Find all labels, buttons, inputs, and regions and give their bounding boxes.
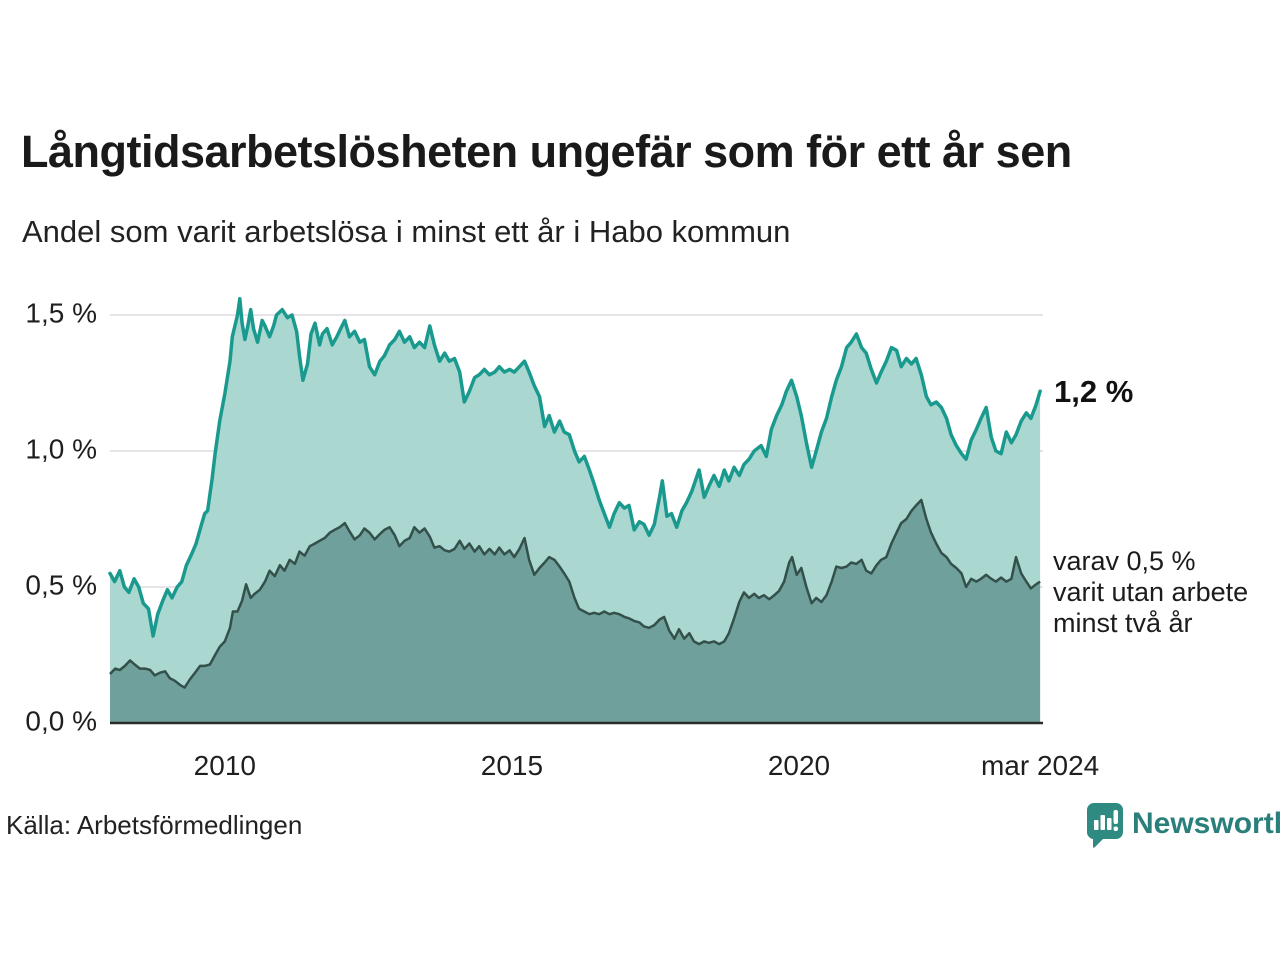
newsworthy-wordmark: Newsworthy: [1132, 807, 1280, 840]
latest-value-annotation: 1,2 %: [1054, 374, 1134, 409]
series2-annotation-line3: minst två år: [1053, 608, 1193, 638]
series2-annotation-line2: varit utan arbete: [1053, 577, 1249, 607]
x-axis-tick-2010: 2010: [193, 750, 256, 781]
y-axis-tick-15: 1,5 %: [25, 297, 97, 329]
newsworthy-logo-icon: [1086, 802, 1124, 853]
newsworthy-brand: Newsworthy: [1086, 802, 1280, 853]
x-axis-tick-2020: 2020: [767, 750, 831, 781]
series2-annotation-line1: varav 0,5 %: [1053, 546, 1196, 576]
x-axis-tick-2015: 2015: [480, 750, 544, 781]
x-axis-tick-mar-2024: mar 2024: [980, 750, 1100, 781]
chart-subtitle: Andel som varit arbetslösa i minst ett å…: [22, 214, 791, 249]
source-note: Källa: Arbetsförmedlingen: [6, 810, 303, 840]
y-axis-tick-10: 1,0 %: [25, 433, 97, 465]
y-axis-tick-00: 0,0 %: [25, 705, 97, 737]
y-axis-tick-05: 0,5 %: [25, 569, 97, 601]
page-title: Långtidsarbetslösheten ungefär som för e…: [21, 126, 1072, 177]
series2-annotation: varav 0,5 % varit utan arbete minst två …: [1053, 546, 1248, 639]
